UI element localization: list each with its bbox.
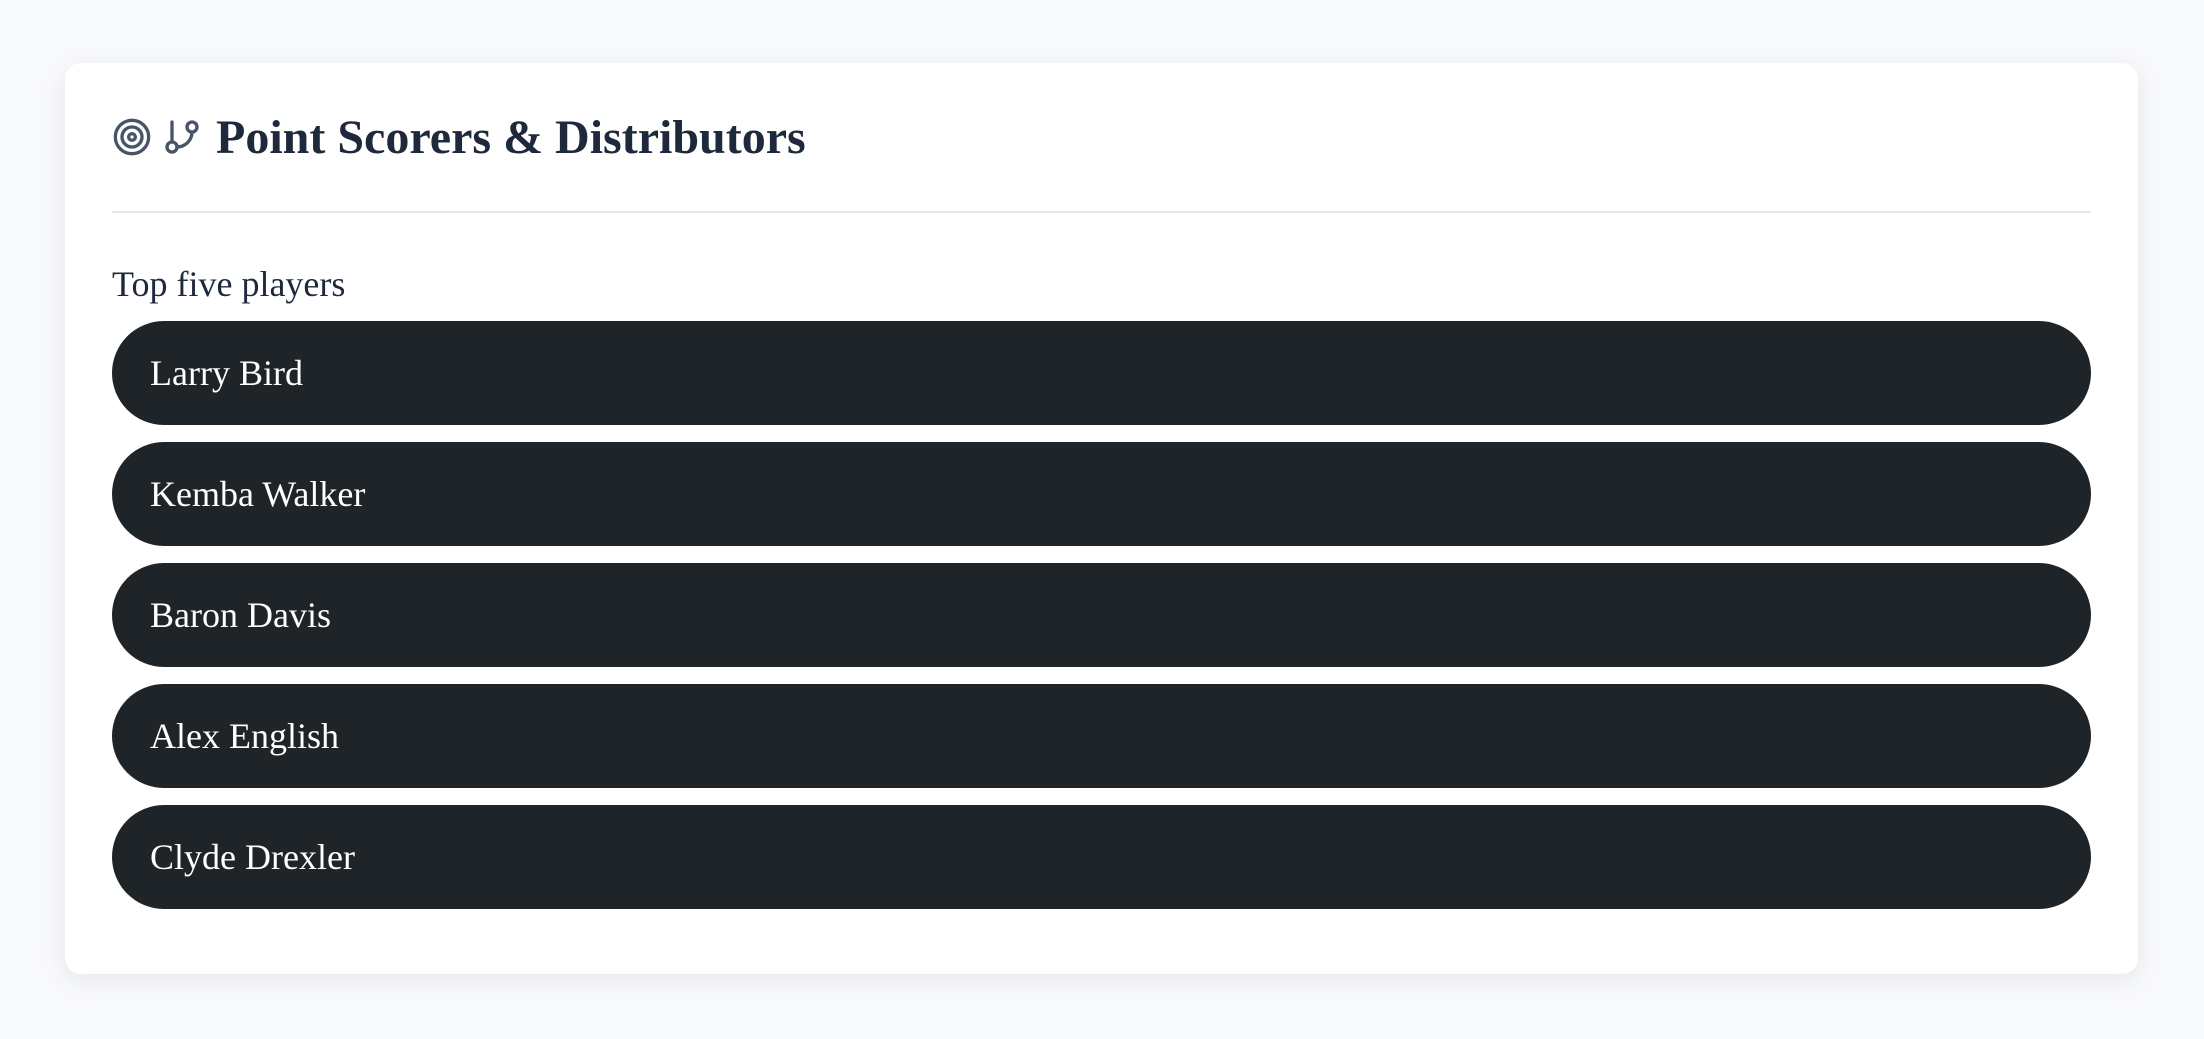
player-name: Baron Davis [150,595,331,635]
player-name: Larry Bird [150,353,303,393]
card: Point Scorers & Distributors Top five pl… [65,63,2138,974]
player-item[interactable]: Clyde Drexler [112,805,2091,909]
card-header: Point Scorers & Distributors [112,63,2091,213]
player-name: Kemba Walker [150,474,366,514]
player-item[interactable]: Alex English [112,684,2091,788]
player-name: Clyde Drexler [150,837,355,877]
player-item[interactable]: Kemba Walker [112,442,2091,546]
player-list: Larry Bird Kemba Walker Baron Davis Alex… [112,321,2091,909]
page-title: Point Scorers & Distributors [216,110,806,164]
player-item[interactable]: Baron Davis [112,563,2091,667]
target-icon [113,118,151,156]
player-item[interactable]: Larry Bird [112,321,2091,425]
git-branch-icon [165,120,199,154]
section-subtitle: Top five players [112,264,346,304]
player-name: Alex English [150,716,339,756]
